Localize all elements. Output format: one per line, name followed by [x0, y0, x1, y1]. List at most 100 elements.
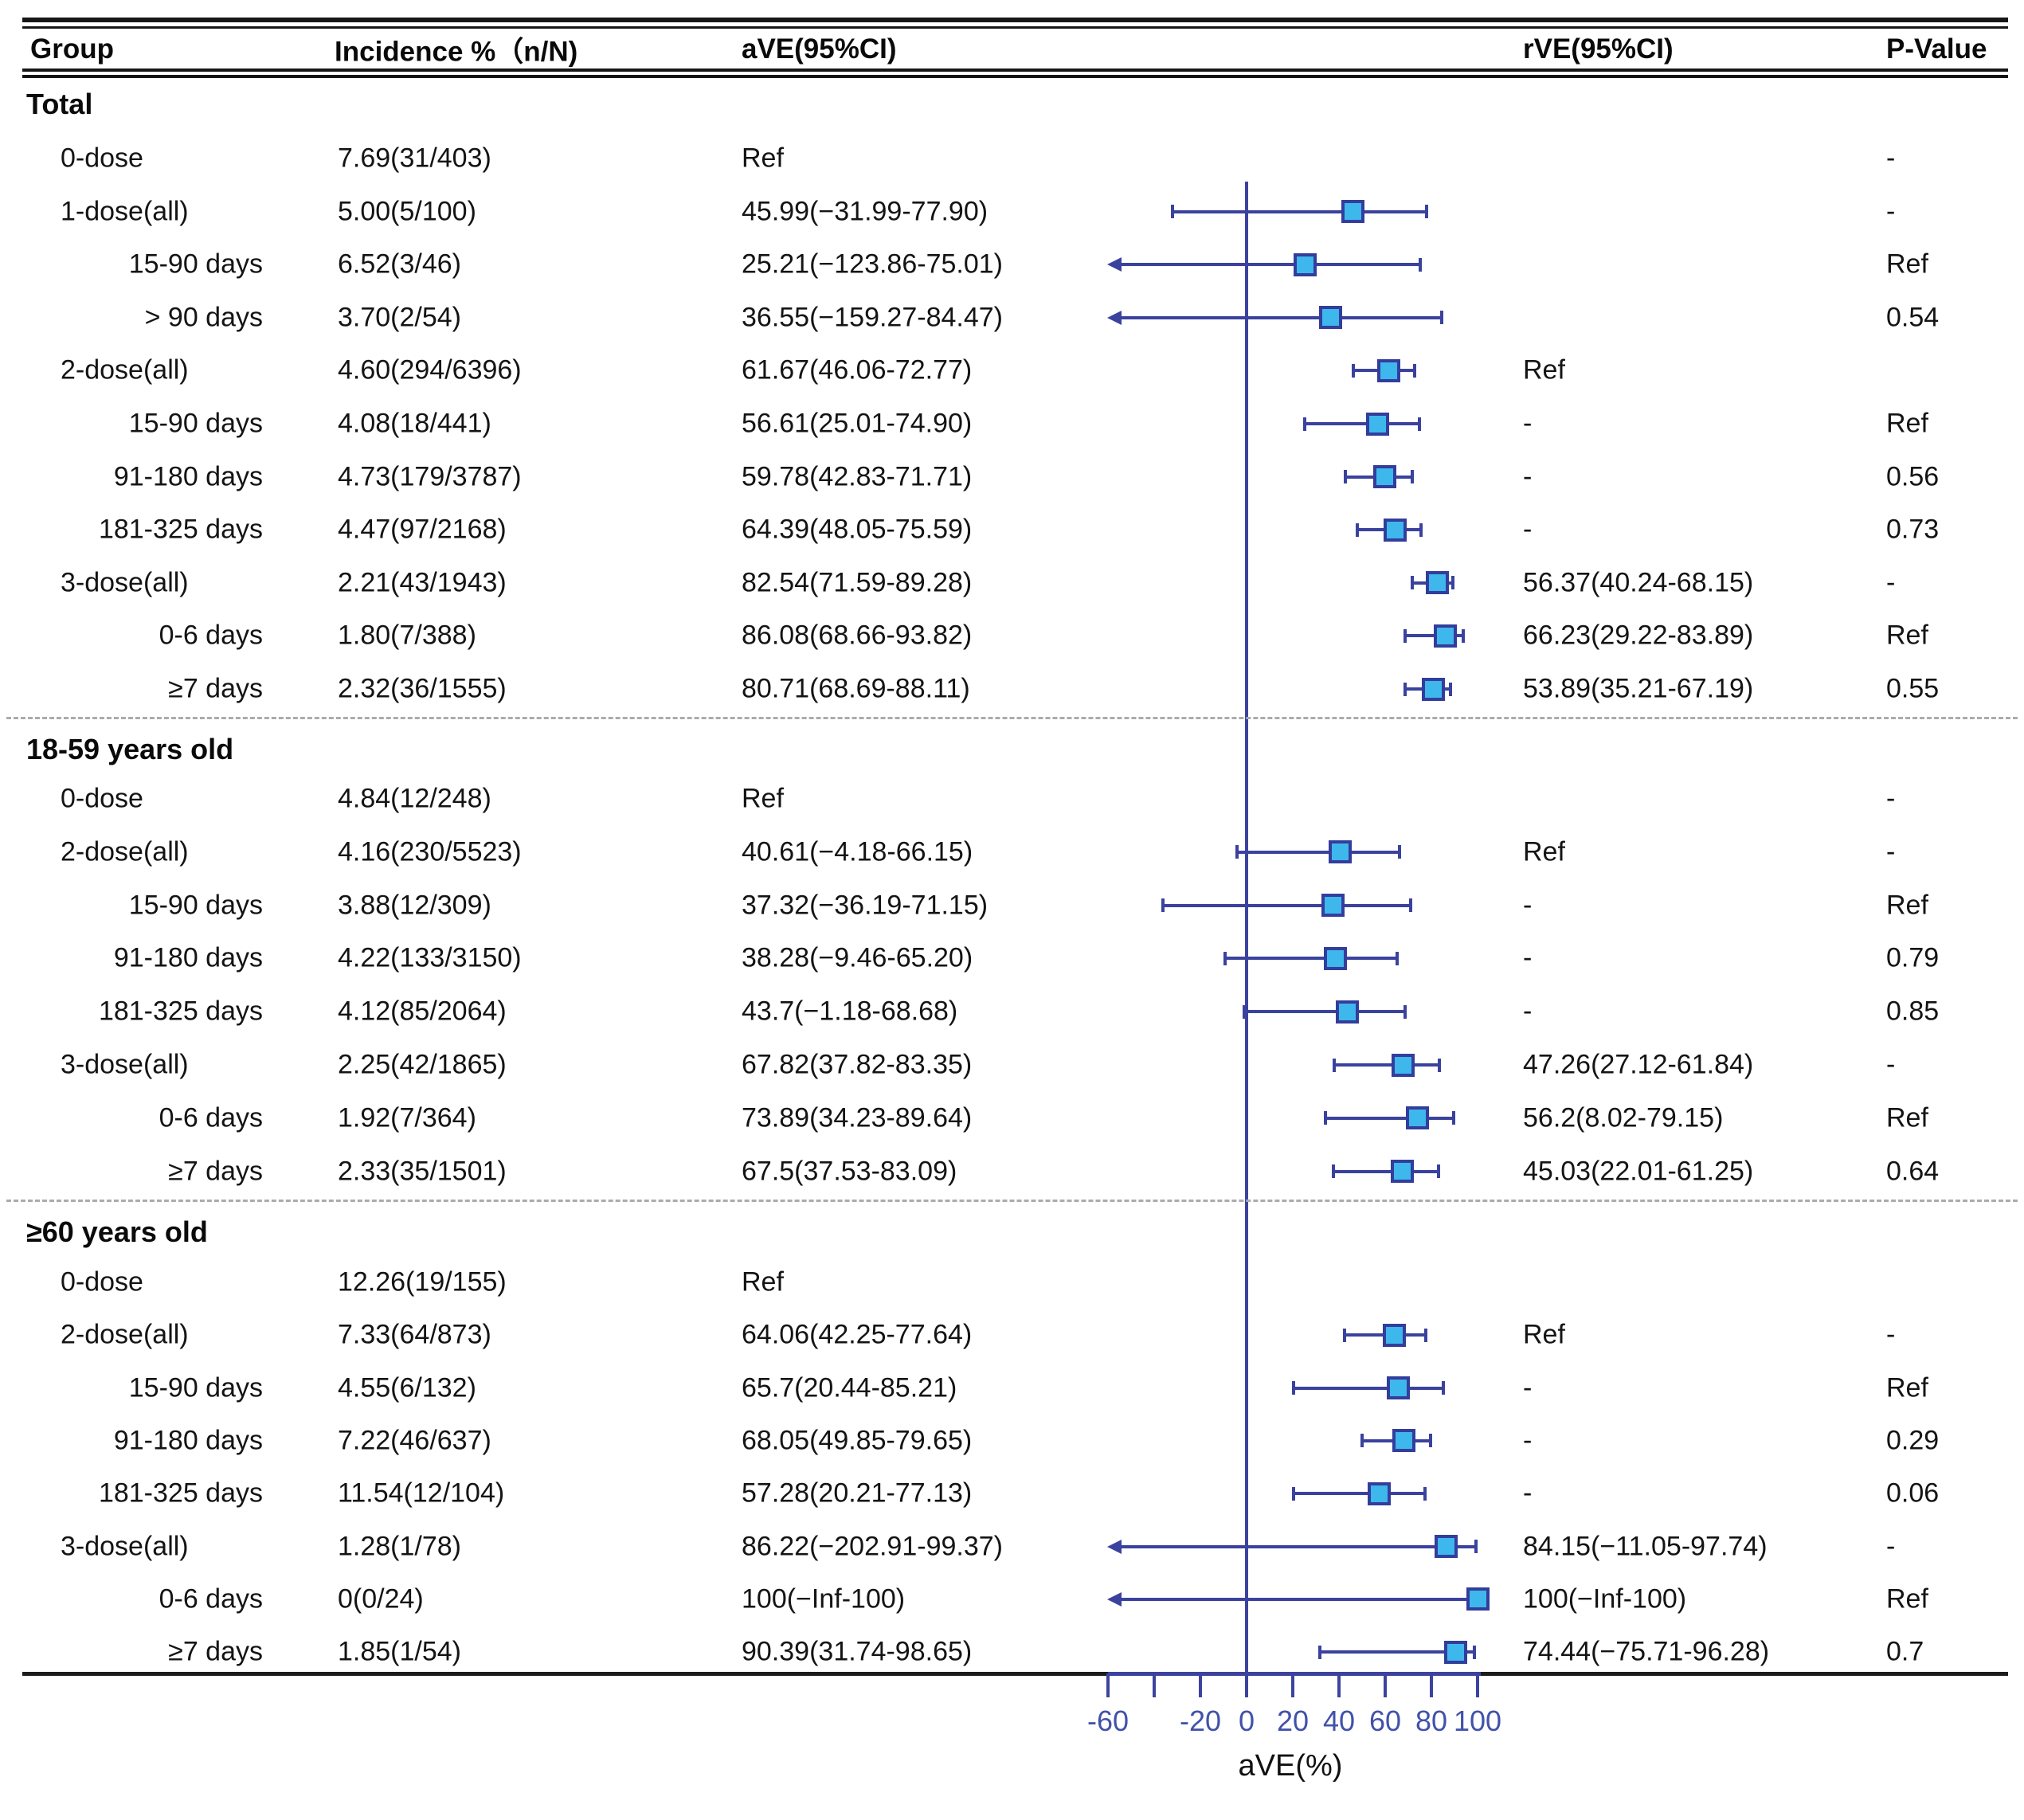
ci-cap-high [1403, 1004, 1407, 1019]
row-pvalue: - [1886, 567, 1896, 598]
forest-marker [1372, 465, 1396, 489]
ci-cap-low [1242, 1004, 1246, 1019]
row-rve: - [1523, 890, 1533, 921]
axis-tick [1476, 1673, 1479, 1697]
ci-cap-low [1302, 417, 1306, 431]
ci-cap-low [1318, 1645, 1322, 1659]
ci-whisker [1325, 1116, 1454, 1120]
row-ave: 100(−Inf-100) [742, 1583, 906, 1615]
row-group-label: ≥7 days [168, 673, 263, 704]
ci-whisker [1333, 1169, 1439, 1173]
ci-whisker [1294, 1386, 1444, 1390]
forest-marker [1367, 1481, 1391, 1505]
forest-marker [1384, 518, 1407, 542]
row-pvalue: 0.73 [1886, 514, 1940, 545]
clip-arrow-icon [1107, 1591, 1122, 1607]
row-ave: 25.21(−123.86-75.01) [742, 249, 1003, 280]
x-axis-label: aVE(%) [1238, 1749, 1343, 1783]
ci-whisker [1118, 315, 1442, 319]
forest-marker [1421, 677, 1445, 701]
ci-cap-high [1451, 1111, 1455, 1125]
ci-whisker [1320, 1650, 1475, 1654]
row-group-label: 0-dose [61, 143, 143, 174]
row-incidence: 12.26(19/155) [338, 1266, 507, 1297]
row-rve: 56.2(8.02-79.15) [1523, 1102, 1724, 1133]
row-ave: 86.22(−202.91-99.37) [742, 1531, 1003, 1561]
row-pvalue: Ref [1886, 620, 1928, 651]
column-header-rve: rVE(95%CI) [1523, 33, 1674, 65]
forest-marker [1434, 1535, 1458, 1558]
row-rve: - [1523, 514, 1533, 545]
row-group-label: 0-dose [61, 783, 143, 814]
column-header-incidence: Incidence %（n/N) [335, 36, 578, 68]
row-rve: 84.15(−11.05-97.74) [1523, 1531, 1768, 1561]
row-rve: 47.26(27.12-61.84) [1523, 1049, 1754, 1080]
row-pvalue: - [1886, 1531, 1896, 1561]
forest-marker [1466, 1587, 1490, 1611]
row-incidence: 4.08(18/441) [338, 408, 491, 439]
forest-marker [1391, 1160, 1415, 1184]
row-group-label: 3-dose(all) [61, 567, 189, 598]
row-group-label: 0-6 days [159, 620, 263, 651]
axis-tick [1430, 1673, 1433, 1697]
section-separator [6, 1200, 2018, 1202]
rule-header-lower [22, 75, 2008, 78]
row-incidence: 4.73(179/3787) [338, 461, 522, 492]
section-separator [6, 717, 2018, 719]
row-rve: 66.23(29.22-83.89) [1523, 620, 1754, 651]
row-pvalue: 0.55 [1886, 673, 1940, 704]
row-group-label: 0-6 days [159, 1102, 263, 1133]
row-pvalue: Ref [1886, 1583, 1928, 1615]
forest-marker [1341, 200, 1364, 224]
row-ave: 65.7(20.44-85.21) [742, 1372, 957, 1403]
forest-marker [1323, 946, 1347, 970]
zero-reference-line [1245, 182, 1248, 1697]
ci-cap-low [1342, 1328, 1346, 1342]
ci-cap-low [1351, 363, 1355, 378]
ci-cap-low [1324, 1111, 1328, 1125]
axis-tick [1291, 1673, 1294, 1697]
axis-tick-label: 0 [1238, 1705, 1255, 1737]
forest-marker [1377, 358, 1401, 382]
column-header-pvalue: P-Value [1886, 33, 1987, 65]
ci-cap-low [1292, 1381, 1296, 1395]
ci-whisker [1243, 1010, 1406, 1014]
row-incidence: 4.60(294/6396) [338, 354, 522, 386]
column-header-group: Group [30, 33, 114, 65]
ci-cap-high [1428, 1434, 1432, 1448]
row-pvalue: Ref [1886, 890, 1928, 921]
row-ave: Ref [742, 143, 784, 174]
row-pvalue: - [1886, 836, 1896, 867]
row-rve: Ref [1523, 1319, 1565, 1350]
ci-cap-high [1437, 1058, 1441, 1072]
row-incidence: 1.92(7/364) [338, 1102, 476, 1133]
row-pvalue: 0.29 [1886, 1425, 1940, 1456]
row-pvalue: 0.06 [1886, 1478, 1940, 1509]
row-rve: 45.03(22.01-61.25) [1523, 1156, 1754, 1187]
row-pvalue: - [1886, 143, 1896, 174]
row-incidence: 4.22(133/3150) [338, 942, 522, 973]
ci-cap-low [1235, 845, 1239, 859]
row-group-label: 15-90 days [128, 1372, 263, 1403]
row-group-label: 2-dose(all) [61, 1319, 189, 1350]
row-incidence: 7.69(31/403) [338, 143, 491, 174]
row-group-label: 91-180 days [113, 1425, 263, 1456]
forest-marker [1392, 1429, 1415, 1453]
row-incidence: 4.55(6/132) [338, 1372, 476, 1403]
ci-cap-high [1413, 363, 1417, 378]
ci-cap-high [1436, 1164, 1440, 1179]
row-rve: - [1523, 1425, 1533, 1456]
axis-tick [1199, 1673, 1202, 1697]
row-ave: 64.06(42.25-77.64) [742, 1319, 973, 1350]
ci-cap-low [1344, 470, 1348, 484]
row-pvalue: Ref [1886, 1372, 1928, 1403]
ci-cap-low [1403, 628, 1407, 643]
rule-top-outer [22, 18, 2008, 22]
ci-cap-high [1418, 417, 1422, 431]
row-incidence: 1.28(1/78) [338, 1531, 461, 1561]
forest-marker [1329, 840, 1353, 864]
ci-whisker [1163, 903, 1411, 907]
x-axis-baseline [22, 1672, 2008, 1676]
ci-cap-high [1474, 1540, 1478, 1553]
forest-marker [1405, 1106, 1429, 1130]
